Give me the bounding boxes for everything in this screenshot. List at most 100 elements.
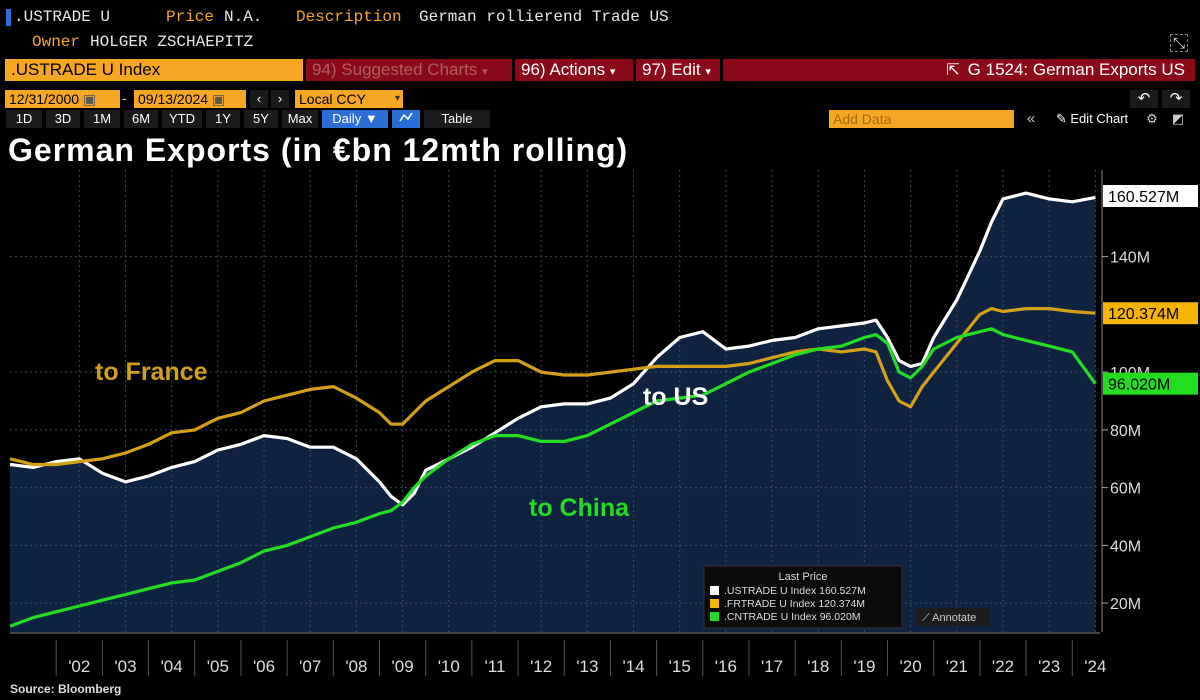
x-tick-label: '15 — [669, 657, 691, 676]
date-to-text: 09/13/2024 — [138, 91, 209, 107]
calendar-icon: ▣ — [82, 91, 97, 107]
legend-title: Last Price — [779, 571, 828, 583]
line-chart-icon — [399, 112, 413, 122]
frequency-select[interactable]: Daily ▼ — [322, 110, 388, 128]
period-button-1y[interactable]: 1Y — [206, 110, 240, 128]
period-button-3d[interactable]: 3D — [46, 110, 80, 128]
chart-id-label: G 1524: German Exports US — [967, 60, 1185, 79]
external-link-icon: ⇱ — [946, 62, 960, 79]
legend-swatch — [710, 586, 719, 595]
last-price-value: 160.527M — [1108, 189, 1179, 206]
add-data-input[interactable]: Add Data — [829, 110, 1014, 128]
chevron-down-icon: ▾ — [705, 66, 711, 78]
edit-button[interactable]: 97) Edit ▾ — [636, 59, 720, 81]
chevron-down-icon: ▾ — [482, 66, 488, 78]
chart-title: German Exports (in €bn 12mth rolling) — [8, 132, 629, 168]
security-field[interactable]: .USTRADE U Index — [5, 59, 303, 81]
y-tick-label: 40M — [1110, 538, 1141, 555]
date-from-field[interactable]: 12/31/2000 ▣ — [5, 90, 120, 108]
us-area-fill — [10, 193, 1096, 632]
chart-area[interactable]: 20M40M60M80M100M140M160.527M120.374M96.0… — [0, 170, 1200, 680]
x-tick-label: '04 — [161, 657, 183, 676]
x-tick-label: '02 — [68, 657, 90, 676]
collapse-icon[interactable]: « — [1026, 110, 1036, 127]
currency-select[interactable]: Local CCY ▾ — [295, 90, 403, 108]
price-label: Price — [166, 8, 215, 26]
period-button-1d[interactable]: 1D — [6, 110, 42, 128]
x-tick-label: '13 — [576, 657, 598, 676]
last-price-badge — [1103, 372, 1198, 395]
x-tick-label: '20 — [900, 657, 922, 676]
table-button[interactable]: Table — [424, 110, 490, 128]
x-tick-label: '19 — [853, 657, 875, 676]
x-tick-label: '07 — [299, 657, 321, 676]
settings-icon[interactable]: ⚙ — [1146, 111, 1158, 126]
expand-icon[interactable]: ⤡ — [1170, 34, 1188, 52]
period-button-max[interactable]: Max — [282, 110, 318, 128]
price-value: N.A. — [224, 8, 263, 26]
redo-button[interactable]: ↷ — [1162, 90, 1190, 108]
owner-value: HOLGER ZSCHAEPITZ — [90, 33, 254, 51]
date-to-field[interactable]: 09/13/2024 ▣ — [134, 90, 246, 108]
annotation-us: to US — [643, 383, 708, 411]
last-price-badge — [1103, 185, 1198, 207]
security-field-text: .USTRADE U Index — [11, 60, 161, 79]
source-label: Source: Bloomberg — [10, 682, 122, 696]
x-tick-label: '16 — [715, 657, 737, 676]
chevron-down-icon: ▾ — [394, 93, 400, 104]
x-tick-label: '03 — [114, 657, 136, 676]
series-line-france — [9, 307, 1096, 467]
date-separator: - — [122, 90, 127, 106]
period-button-1m[interactable]: 1M — [84, 110, 120, 128]
x-tick-label: '12 — [530, 657, 552, 676]
x-tick-label: '24 — [1084, 657, 1106, 676]
suggested-charts-label: 94) Suggested Charts — [312, 60, 478, 79]
edit-chart-button[interactable]: ✎ Edit Chart — [1046, 110, 1138, 128]
annotate-button[interactable] — [916, 608, 990, 626]
legend-entry: .USTRADE U Index 160.527M — [724, 585, 866, 597]
period-button-ytd[interactable]: YTD — [162, 110, 202, 128]
actions-label: 96) Actions — [521, 60, 606, 79]
ticker-symbol: .USTRADE U — [14, 8, 111, 26]
y-tick-label: 140M — [1110, 250, 1150, 267]
prev-period-button[interactable]: ‹ — [250, 90, 268, 108]
x-tick-label: '17 — [761, 657, 783, 676]
period-button-5y[interactable]: 5Y — [244, 110, 278, 128]
legend-entry: .FRTRADE U Index 120.374M — [724, 598, 865, 610]
description-value: German rollierend Trade US — [419, 8, 669, 26]
period-button-6m[interactable]: 6M — [124, 110, 158, 128]
frequency-text: Daily — [332, 111, 362, 126]
x-tick-label: '22 — [992, 657, 1014, 676]
description-label: Description — [296, 8, 402, 26]
actions-button[interactable]: 96) Actions ▾ — [515, 59, 633, 81]
suggested-charts-button[interactable]: 94) Suggested Charts ▾ — [306, 59, 512, 81]
x-tick-label: '10 — [438, 657, 460, 676]
annotation-china: to China — [529, 494, 630, 522]
x-tick-label: '06 — [253, 657, 275, 676]
owner-label: Owner — [32, 33, 81, 51]
y-tick-label: 80M — [1110, 423, 1141, 440]
y-axis-panel — [1100, 170, 1200, 632]
date-from-text: 12/31/2000 — [9, 91, 80, 107]
x-axis-panel — [0, 632, 1200, 680]
chevron-down-icon: ▼ — [364, 111, 378, 126]
last-price-badge — [1103, 302, 1198, 325]
x-tick-label: '11 — [485, 657, 506, 676]
x-tick-label: '23 — [1038, 657, 1060, 676]
y-tick-label: 20M — [1110, 596, 1141, 613]
chart-settings-icon[interactable]: ◩ — [1171, 111, 1185, 126]
y-tick-label: 60M — [1110, 481, 1141, 498]
next-period-button[interactable]: › — [271, 90, 289, 108]
legend-box — [703, 565, 903, 629]
undo-button[interactable]: ↶ — [1130, 90, 1158, 108]
add-data-placeholder: Add Data — [833, 111, 892, 127]
x-tick-label: '14 — [622, 657, 644, 676]
annotate-label[interactable]: ⟋ Annotate — [922, 612, 976, 624]
ticker-marker — [6, 9, 11, 26]
x-tick-label: '18 — [807, 657, 829, 676]
calendar-icon: ▣ — [211, 91, 226, 107]
last-price-value: 96.020M — [1108, 377, 1170, 394]
chart-id-bar[interactable]: ⇱ G 1524: German Exports US — [723, 59, 1195, 81]
edit-label: 97) Edit — [642, 60, 701, 79]
chart-type-button[interactable] — [392, 110, 420, 128]
